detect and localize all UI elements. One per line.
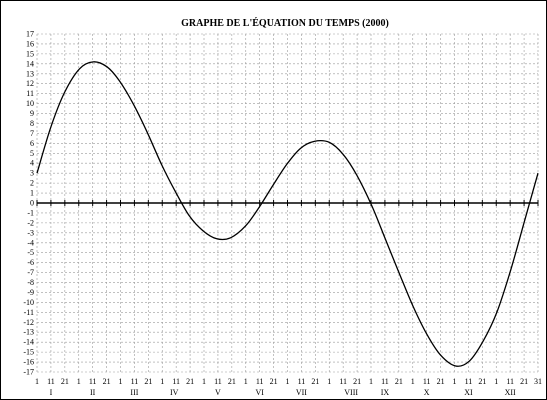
y-tick-label: 17 [26, 30, 34, 39]
x-tick-label: 1 [119, 377, 123, 386]
x-tick-label: 11 [47, 377, 55, 386]
y-tick-label: -1 [27, 208, 34, 217]
x-axis-line [36, 200, 539, 206]
x-tick-label: 21 [228, 377, 236, 386]
y-tick-label: 0 [30, 199, 34, 208]
x-tick-label: 1 [160, 377, 164, 386]
y-tick-label: 10 [26, 99, 34, 108]
y-tick-label: 4 [30, 159, 34, 168]
x-tick-label: 1 [453, 377, 457, 386]
y-tick-label: 14 [26, 59, 34, 68]
month-label: IV [170, 388, 179, 397]
y-tick-label: 9 [30, 109, 34, 118]
x-tick-label: 11 [465, 377, 473, 386]
month-label: XI [464, 388, 473, 397]
x-tick-label: 1 [411, 377, 415, 386]
y-tick-label: -13 [23, 328, 34, 337]
x-tick-label: 21 [395, 377, 403, 386]
x-tick-label: 11 [381, 377, 389, 386]
y-tick-label: -16 [23, 358, 34, 367]
x-tick-label: 21 [311, 377, 319, 386]
x-tick-label: 1 [77, 377, 81, 386]
month-label: II [90, 388, 96, 397]
x-tick-label: 21 [186, 377, 194, 386]
y-tick-label: 3 [30, 169, 34, 178]
month-label: III [130, 388, 138, 397]
y-tick-label: 7 [30, 129, 34, 138]
month-label: VI [255, 388, 264, 397]
y-tick-label: -2 [27, 218, 34, 227]
month-label: IX [381, 388, 390, 397]
y-tick-label: -8 [27, 278, 34, 287]
series-layer [36, 61, 539, 367]
y-tick-label: -15 [23, 348, 34, 357]
x-tick-label: 11 [172, 377, 180, 386]
y-tick-label: 16 [26, 39, 34, 48]
y-tick-label: 2 [30, 179, 34, 188]
y-tick-label: -14 [23, 338, 34, 347]
x-tick-label: 11 [423, 377, 431, 386]
x-axis-month-labels: I II III IV V VI VII VIII IX X XI XII [50, 388, 516, 397]
x-tick-label: 21 [353, 377, 361, 386]
x-tick-label: 31 [534, 377, 542, 386]
y-tick-label: 12 [26, 79, 34, 88]
y-tick-label: -9 [27, 288, 34, 297]
y-tick-label: 6 [30, 139, 34, 148]
y-tick-label: -3 [27, 228, 34, 237]
month-label: VII [296, 388, 307, 397]
y-tick-label: -5 [27, 248, 34, 257]
x-tick-label: 21 [270, 377, 278, 386]
y-tick-label: -11 [24, 308, 34, 317]
month-label: XII [505, 388, 516, 397]
x-tick-label: 21 [103, 377, 111, 386]
x-tick-label: 11 [506, 377, 514, 386]
x-tick-label: 11 [131, 377, 139, 386]
x-tick-label: 1 [244, 377, 248, 386]
series-line [36, 61, 539, 367]
x-tick-label: 21 [144, 377, 152, 386]
y-tick-label: -10 [23, 298, 34, 307]
month-label: I [50, 388, 53, 397]
x-tick-label: 1 [494, 377, 498, 386]
month-label: X [424, 388, 430, 397]
x-tick-label: 11 [214, 377, 222, 386]
x-tick-label: 1 [35, 377, 39, 386]
y-tick-label: -7 [27, 268, 34, 277]
x-tick-label: 1 [327, 377, 331, 386]
x-tick-label: 11 [89, 377, 97, 386]
y-tick-label: -12 [23, 318, 34, 327]
y-tick-label: 8 [30, 119, 34, 128]
x-tick-label: 11 [256, 377, 264, 386]
y-tick-label: -17 [23, 368, 34, 377]
y-tick-label: -4 [27, 238, 34, 247]
x-axis-day-labels: 1 11 21 1 11 21 1 11 21 1 11 21 1 11 21 1 11 21 1 11 21 1 11 21… [35, 377, 542, 386]
y-tick-label: 11 [26, 89, 34, 98]
x-tick-label: 21 [437, 377, 445, 386]
x-tick-label: 11 [339, 377, 347, 386]
y-axis-tick-labels: 17161514131211109876543210-1-2-3-4-5-6-7… [23, 30, 34, 377]
month-label: VIII [344, 388, 358, 397]
y-tick-label: 13 [26, 69, 34, 78]
x-tick-label: 1 [369, 377, 373, 386]
x-tick-label: 21 [520, 377, 528, 386]
x-tick-label: 21 [478, 377, 486, 386]
x-tick-label: 1 [202, 377, 206, 386]
x-tick-label: 1 [286, 377, 290, 386]
y-tick-label: 5 [30, 149, 34, 158]
chart-title: GRAPHE DE L'ÉQUATION DU TEMPS (2000) [181, 17, 389, 29]
month-label: V [215, 388, 221, 397]
x-tick-label: 11 [298, 377, 306, 386]
y-tick-label: 1 [30, 189, 34, 198]
x-tick-label: 21 [61, 377, 69, 386]
y-tick-label: -6 [27, 258, 34, 267]
y-tick-label: 15 [26, 49, 34, 58]
